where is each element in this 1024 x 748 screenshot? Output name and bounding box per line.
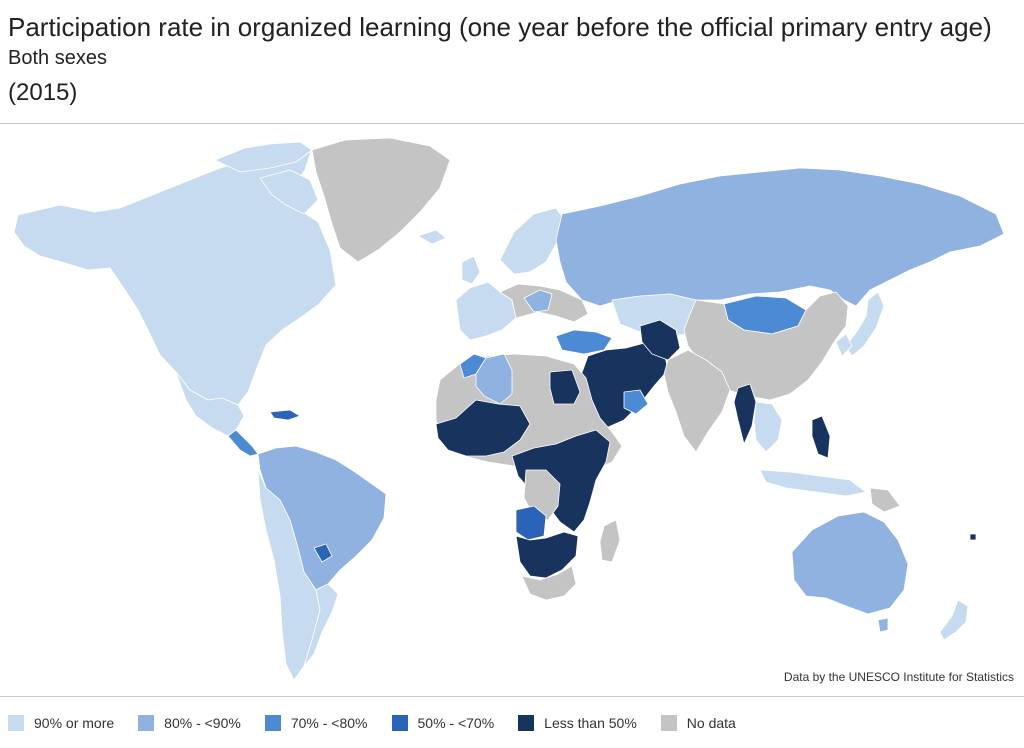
region-japan[interactable] <box>845 291 885 357</box>
map-subtitle: Both sexes <box>8 47 107 69</box>
region-southern-africa[interactable] <box>515 531 579 579</box>
legend-swatch <box>8 715 24 731</box>
region-south-africa[interactable] <box>521 565 577 601</box>
legend-label: 70% - <80% <box>290 715 368 731</box>
legend-swatch <box>660 715 677 731</box>
region-mexico[interactable] <box>175 371 245 437</box>
region-korea[interactable] <box>835 333 853 357</box>
region-angola[interactable] <box>515 505 547 541</box>
legend-swatch <box>264 715 281 731</box>
legend-item-50-70[interactable]: 50% - <70% <box>391 715 495 731</box>
region-pacific-islands[interactable] <box>969 533 977 541</box>
legend-item-no-data[interactable]: No data <box>660 715 736 731</box>
map-year: (2015) <box>8 79 78 106</box>
bottom-divider <box>0 696 1024 697</box>
region-turkey[interactable] <box>555 329 613 355</box>
region-philippines[interactable] <box>811 415 831 459</box>
region-egypt[interactable] <box>549 369 581 405</box>
region-iceland[interactable] <box>417 229 447 245</box>
legend-swatch <box>138 715 155 731</box>
legend-item-70-80[interactable]: 70% - <80% <box>264 715 368 731</box>
region-europe-east[interactable] <box>523 289 553 313</box>
region-myanmar[interactable] <box>733 383 757 445</box>
region-afghanistan[interactable] <box>639 319 681 361</box>
legend-item-less-50[interactable]: Less than 50% <box>518 715 637 731</box>
world-map-svg[interactable] <box>0 124 1024 696</box>
region-russia[interactable] <box>555 167 1005 307</box>
legend-label: 80% - <90% <box>164 715 241 731</box>
region-baffin[interactable] <box>259 169 319 215</box>
legend-label: 50% - <70% <box>417 715 495 731</box>
header: Participation rate in organized learning… <box>8 10 1016 110</box>
region-greenland[interactable] <box>311 137 451 263</box>
region-paraguay[interactable] <box>313 543 333 563</box>
region-new-zealand[interactable] <box>939 599 969 641</box>
legend-label: No data <box>686 715 736 731</box>
map-title: Participation rate in organized learning… <box>8 12 992 42</box>
top-divider <box>0 123 1024 124</box>
region-uk[interactable] <box>461 255 481 285</box>
region-papua[interactable] <box>869 487 901 513</box>
region-oman[interactable] <box>623 389 649 415</box>
region-algeria[interactable] <box>475 353 513 405</box>
region-caribbean[interactable] <box>269 409 301 421</box>
region-north-america[interactable] <box>13 145 337 406</box>
region-madagascar[interactable] <box>599 519 621 563</box>
region-australia[interactable] <box>791 511 909 615</box>
legend-item-80-90[interactable]: 80% - <90% <box>138 715 241 731</box>
region-central-america[interactable] <box>227 429 259 457</box>
legend-label: Less than 50% <box>544 715 637 731</box>
legend-label: 90% or more <box>34 715 115 731</box>
legend-swatch <box>518 715 535 731</box>
data-credit: Data by the UNESCO Institute for Statist… <box>783 670 1014 684</box>
region-indonesia[interactable] <box>759 469 867 497</box>
region-india[interactable] <box>663 349 731 453</box>
world-map[interactable] <box>0 124 1024 696</box>
legend: 90% or more 80% - <90% 70% - <80% 50% - … <box>8 712 760 734</box>
region-se-asia[interactable] <box>753 401 783 453</box>
legend-swatch <box>391 715 408 731</box>
region-tasmania[interactable] <box>877 617 889 633</box>
region-west-africa[interactable] <box>435 399 531 457</box>
legend-item-90-plus[interactable]: 90% or more <box>8 715 114 731</box>
region-argentina[interactable] <box>303 583 339 667</box>
